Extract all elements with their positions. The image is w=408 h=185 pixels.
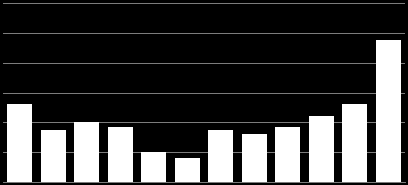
Bar (7, 105, 32, 182)
Bar (342, 105, 368, 182)
Bar (74, 122, 99, 182)
Bar (141, 152, 166, 182)
Bar (376, 40, 401, 182)
Bar (309, 116, 334, 182)
Bar (108, 127, 133, 182)
Bar (275, 127, 300, 182)
Bar (40, 130, 66, 182)
Bar (208, 130, 233, 182)
Bar (242, 134, 267, 182)
Bar (175, 158, 200, 182)
